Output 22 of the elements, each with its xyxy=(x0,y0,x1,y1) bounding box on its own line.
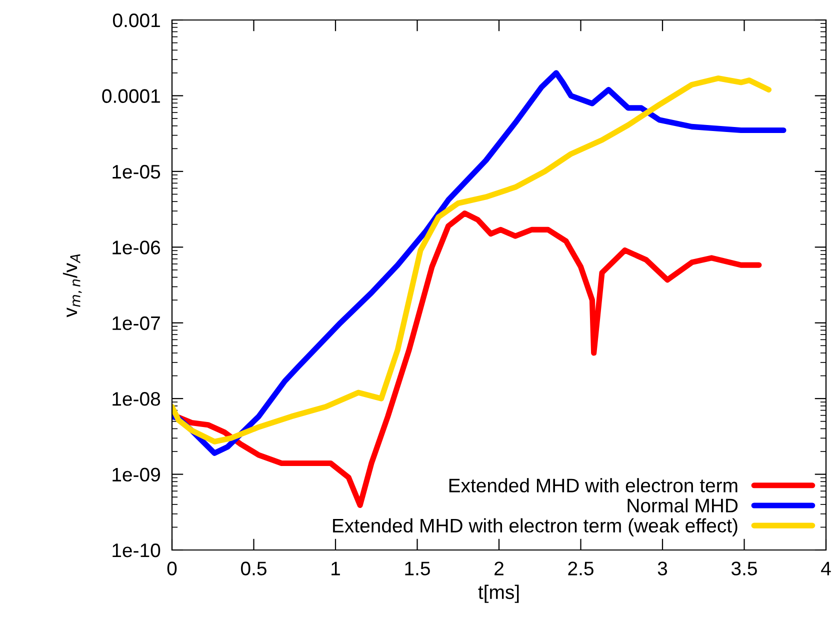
y-tick-label: 1e-08 xyxy=(112,392,160,406)
x-tick-label: 4 xyxy=(821,562,831,576)
x-tick-label: 1 xyxy=(332,562,340,576)
y-axis-title: v$_{m,n}$/v$_{A}$ xyxy=(62,254,82,318)
y-tick-label: 1e-10 xyxy=(112,543,160,558)
x-tick-label: 1.5 xyxy=(405,562,430,576)
y-tick-label: 0.0001 xyxy=(102,89,160,103)
x-tick-label: 3 xyxy=(658,562,668,576)
y-tick-label: 1e-05 xyxy=(112,164,160,179)
y-tick-label: 1e-06 xyxy=(112,240,160,254)
x-tick-label: 2.5 xyxy=(568,562,594,576)
x-axis-title: t[ms] xyxy=(478,584,519,603)
y-tick-label: 1e-09 xyxy=(112,468,160,482)
legend-label: Extended MHD with electron term (weak effect) xyxy=(333,518,738,536)
x-tick-label: 3.5 xyxy=(731,562,757,576)
y-tick-label: 0.001 xyxy=(112,13,160,28)
legend-label: Normal MHD xyxy=(628,498,738,512)
y-tick-label: 1e-07 xyxy=(112,316,160,330)
legend-label: Extended MHD with electron term xyxy=(449,478,738,492)
x-tick-label: 0 xyxy=(167,562,177,576)
x-tick-label: 2 xyxy=(494,562,504,576)
x-tick-label: 0.5 xyxy=(240,562,266,576)
